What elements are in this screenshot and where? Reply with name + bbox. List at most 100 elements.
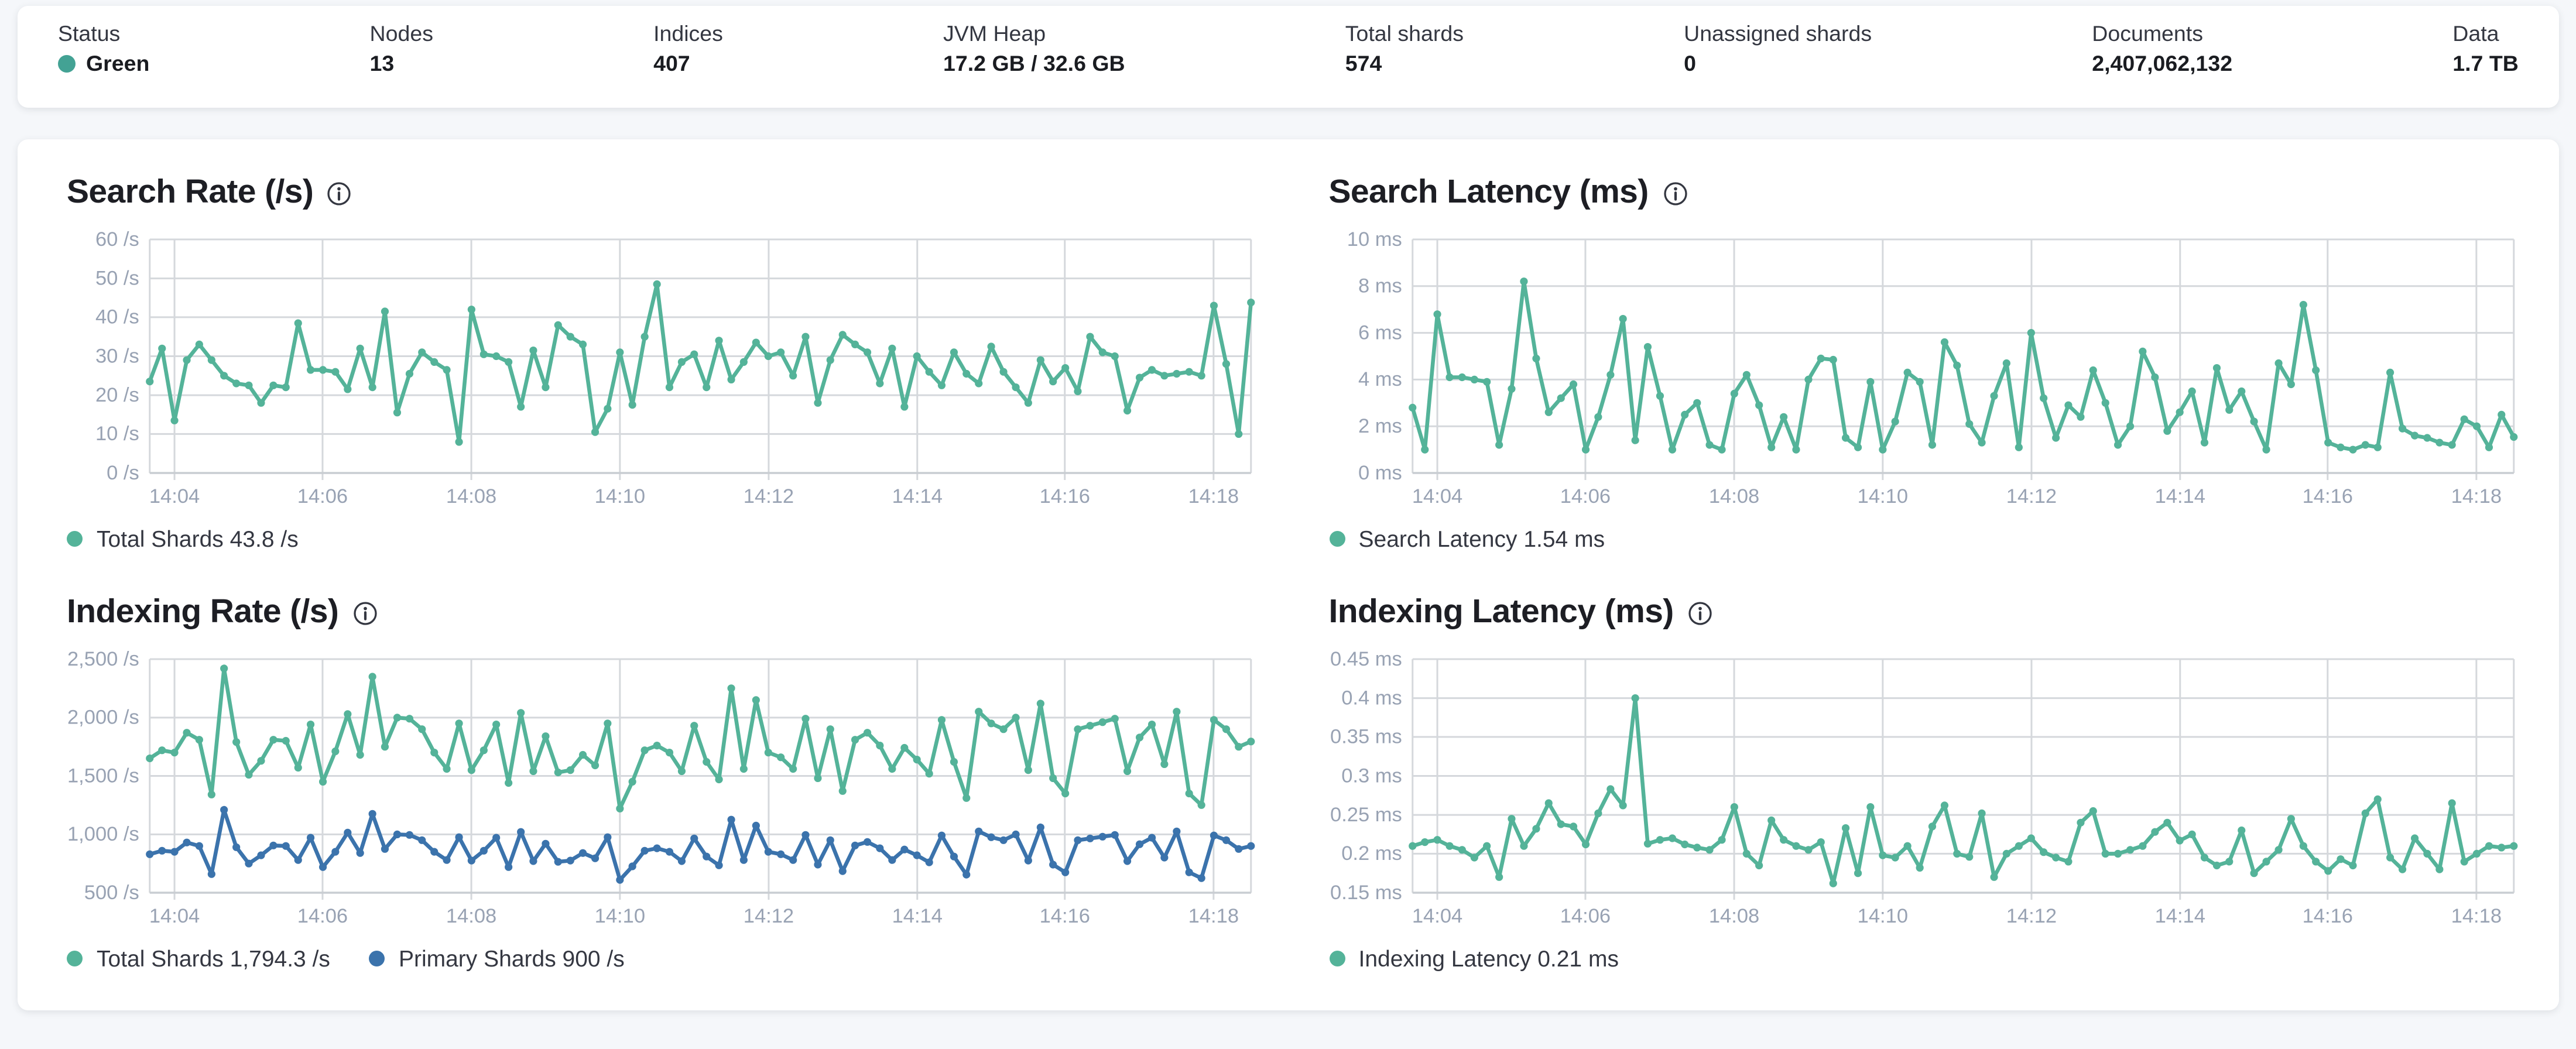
search-rate-legend: Total Shards 43.8 /s <box>67 526 1266 552</box>
stat-label: Nodes <box>369 22 433 46</box>
stat-label: JVM Heap <box>943 22 1046 46</box>
svg-text:0.45 ms: 0.45 ms <box>1330 650 1402 670</box>
svg-text:1,000 /s: 1,000 /s <box>67 823 139 845</box>
svg-text:1,500 /s: 1,500 /s <box>67 765 139 787</box>
stat-value: 407 <box>653 52 690 76</box>
stat-label: Data <box>2452 22 2499 46</box>
svg-text:14:10: 14:10 <box>1856 485 1907 508</box>
svg-text:14:06: 14:06 <box>1559 905 1609 927</box>
svg-text:14:18: 14:18 <box>1188 905 1239 927</box>
svg-text:14:08: 14:08 <box>1708 905 1758 927</box>
svg-text:0 ms: 0 ms <box>1357 462 1401 484</box>
legend-item-total-shards[interactable]: Total Shards 1,794.3 /s <box>67 945 330 972</box>
stat-value: 0 <box>1684 52 1696 76</box>
svg-text:0.4 ms: 0.4 ms <box>1341 687 1402 709</box>
indexing-latency-chart[interactable]: 0.15 ms 0.2 ms 0.25 ms 0.3 ms 0.35 ms 0.4 ms 0… <box>1311 650 2528 938</box>
legend-item-search-latency[interactable]: Search Latency 1.54 ms <box>1328 526 1605 552</box>
svg-text:14:16: 14:16 <box>2301 905 2352 927</box>
svg-text:500 /s: 500 /s <box>84 882 139 904</box>
search-latency-chart[interactable]: 0 ms 2 ms 4 ms 6 ms 8 ms 10 ms 14:04 14:06 14:08… <box>1311 231 2528 519</box>
svg-text:0.15 ms: 0.15 ms <box>1330 882 1402 904</box>
svg-text:14:04: 14:04 <box>149 905 200 927</box>
svg-text:14:12: 14:12 <box>2005 485 2056 508</box>
legend-series-dot <box>368 951 385 966</box>
stat-value: 2,407,062,132 <box>2092 52 2233 76</box>
stat-label: Status <box>58 22 121 46</box>
chart-search-latency: Search Latency (ms) 0 ms 2 ms 4 ms 6 ms 8 ms… <box>1311 174 2528 552</box>
cluster-stats-bar: Status Green Nodes 13 Indices 407 JVM Heap 17.2… <box>18 6 2559 108</box>
stat-label: Unassigned shards <box>1684 22 1872 46</box>
svg-text:14:18: 14:18 <box>2450 485 2500 508</box>
info-icon[interactable] <box>1663 181 1687 206</box>
svg-text:8 ms: 8 ms <box>1357 275 1401 297</box>
legend-label: Total Shards 43.8 /s <box>97 526 299 552</box>
chart-header: Search Rate (/s) <box>67 174 1266 213</box>
svg-text:14:10: 14:10 <box>595 485 645 508</box>
svg-text:14:16: 14:16 <box>1040 485 1090 508</box>
stat-indices: Indices 407 <box>653 22 723 76</box>
info-icon[interactable] <box>1688 601 1712 626</box>
svg-text:14:16: 14:16 <box>1040 905 1090 927</box>
indexing-rate-chart[interactable]: 500 /s 1,000 /s 1,500 /s 2,000 /s 2,500 /s 14… <box>49 650 1266 938</box>
svg-text:60 /s: 60 /s <box>95 231 139 251</box>
chart-indexing-latency: Indexing Latency (ms) 0.15 ms 0.2 ms 0.25 … <box>1311 594 2528 972</box>
svg-text:40 /s: 40 /s <box>95 306 139 328</box>
svg-text:10 ms: 10 ms <box>1346 231 1401 251</box>
svg-text:2,000 /s: 2,000 /s <box>67 707 139 729</box>
legend-item-primary-shards[interactable]: Primary Shards 900 /s <box>368 945 625 972</box>
svg-text:14:14: 14:14 <box>892 905 943 927</box>
svg-text:0.2 ms: 0.2 ms <box>1341 842 1402 865</box>
search-rate-chart[interactable]: 0 /s 10 /s 20 /s 30 /s 40 /s 50 /s 60 /s 14:04 1… <box>49 231 1266 519</box>
legend-label: Total Shards 1,794.3 /s <box>97 945 330 972</box>
svg-text:14:18: 14:18 <box>1188 485 1239 508</box>
stat-value: 13 <box>369 52 395 76</box>
indexing-latency-legend: Indexing Latency 0.21 ms <box>1328 945 2528 972</box>
svg-text:14:04: 14:04 <box>149 485 200 508</box>
svg-text:14:14: 14:14 <box>892 485 943 508</box>
svg-text:14:14: 14:14 <box>2154 905 2204 927</box>
svg-text:14:04: 14:04 <box>1411 905 1461 927</box>
legend-series-dot <box>67 531 83 547</box>
search-latency-legend: Search Latency 1.54 ms <box>1328 526 2528 552</box>
stat-status: Status Green <box>58 22 149 76</box>
svg-text:4 ms: 4 ms <box>1357 368 1401 390</box>
stat-value: Green <box>58 52 149 76</box>
chart-title: Search Rate (/s) <box>67 174 314 211</box>
chart-indexing-rate: Indexing Rate (/s) 500 /s 1,000 /s 1,500 /… <box>49 594 1266 972</box>
svg-text:14:14: 14:14 <box>2154 485 2204 508</box>
chart-search-rate: Search Rate (/s) 0 /s 10 /s 20 /s 30 /s 40 /… <box>49 174 1266 552</box>
legend-series-dot <box>1328 951 1345 966</box>
dashboard: Status Green Nodes 13 Indices 407 JVM Heap 17.2… <box>0 6 2576 1049</box>
legend-label: Indexing Latency 0.21 ms <box>1358 945 1619 972</box>
legend-item-indexing-latency[interactable]: Indexing Latency 0.21 ms <box>1328 945 1619 972</box>
svg-text:14:10: 14:10 <box>595 905 645 927</box>
legend-series-dot <box>1328 531 1345 547</box>
svg-text:14:04: 14:04 <box>1411 485 1461 508</box>
svg-text:14:18: 14:18 <box>2450 905 2500 927</box>
stat-documents: Documents 2,407,062,132 <box>2092 22 2232 76</box>
svg-text:50 /s: 50 /s <box>95 267 139 289</box>
stat-total-shards: Total shards 574 <box>1345 22 1464 76</box>
stat-value: 1.7 TB <box>2452 52 2519 76</box>
metrics-panel: Search Rate (/s) 0 /s 10 /s 20 /s 30 /s 40 /… <box>18 139 2559 1010</box>
stat-label: Indices <box>653 22 723 46</box>
svg-text:0.25 ms: 0.25 ms <box>1330 804 1402 826</box>
svg-text:14:06: 14:06 <box>1559 485 1609 508</box>
svg-text:14:16: 14:16 <box>2301 485 2352 508</box>
info-icon[interactable] <box>352 601 377 626</box>
stat-nodes: Nodes 13 <box>370 22 433 76</box>
stat-value: 17.2 GB / 32.6 GB <box>943 52 1125 76</box>
svg-text:14:06: 14:06 <box>297 485 348 508</box>
stat-unassigned-shards: Unassigned shards 0 <box>1684 22 1872 76</box>
svg-text:6 ms: 6 ms <box>1357 321 1401 344</box>
svg-text:14:12: 14:12 <box>744 905 794 927</box>
info-icon[interactable] <box>327 181 352 206</box>
chart-title: Indexing Rate (/s) <box>67 594 339 631</box>
chart-header: Search Latency (ms) <box>1329 174 2528 213</box>
stat-value: 574 <box>1345 52 1382 76</box>
svg-text:2,500 /s: 2,500 /s <box>67 650 139 670</box>
chart-title: Search Latency (ms) <box>1328 174 1649 211</box>
legend-item-total-shards[interactable]: Total Shards 43.8 /s <box>67 526 299 552</box>
stat-data: Data 1.7 TB <box>2452 22 2519 76</box>
stat-label: Documents <box>2092 22 2203 46</box>
